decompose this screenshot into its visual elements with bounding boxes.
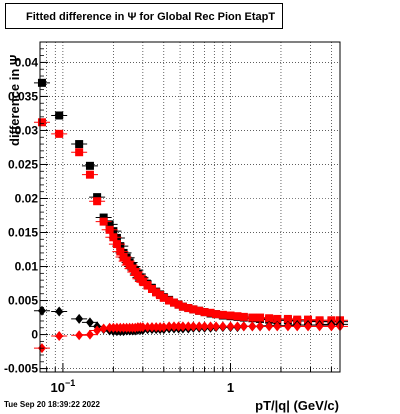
data-point-square: [116, 247, 125, 256]
y-tick-label: 0.02: [15, 191, 39, 205]
data-point-square: [122, 257, 131, 266]
y-tick-label: 0.03: [15, 123, 39, 137]
y-tick-label: 0.035: [8, 89, 38, 103]
data-point-square: [256, 313, 265, 322]
x-axis-label: pT/|q| (GeV/c): [255, 398, 339, 413]
data-point-diamond: [315, 321, 324, 332]
y-tick-label: 0.025: [8, 157, 38, 171]
data-point-square: [273, 314, 282, 323]
data-point-diamond: [75, 313, 84, 324]
data-point-square: [85, 170, 94, 179]
data-marks: [33, 78, 348, 354]
data-point-square: [304, 315, 313, 324]
grid-lines: [40, 42, 340, 372]
data-point-square: [206, 308, 215, 317]
data-point-square: [109, 233, 118, 242]
data-point-diamond: [75, 330, 84, 341]
data-point-diamond: [327, 321, 336, 332]
data-point-square: [226, 311, 235, 320]
data-point-square: [195, 306, 204, 315]
plot-frame: [39, 41, 341, 373]
data-point-square: [218, 310, 227, 319]
data-point-square: [178, 302, 187, 311]
data-point-square: [239, 312, 248, 321]
y-tick-label: 0.04: [15, 55, 39, 69]
data-point-square: [105, 225, 114, 234]
data-point-diamond: [99, 323, 108, 334]
data-point-diamond: [256, 321, 265, 332]
data-point-square: [184, 304, 193, 313]
data-point-square: [265, 314, 274, 323]
data-point-square: [37, 118, 46, 127]
data-point-square: [55, 129, 64, 138]
data-point-square: [212, 310, 221, 319]
x-tick-label: 10−1: [51, 378, 76, 395]
data-point-diamond: [265, 321, 274, 332]
data-point-square: [143, 281, 152, 290]
data-point-square: [112, 240, 121, 249]
data-point-diamond: [159, 322, 168, 333]
data-point-square: [99, 217, 108, 226]
data-point-square: [138, 277, 147, 286]
data-point-square: [93, 197, 102, 206]
data-point-square: [75, 140, 84, 149]
y-tick-label: 0.01: [15, 260, 39, 274]
data-point-diamond: [85, 317, 94, 328]
data-point-square: [293, 315, 302, 324]
data-point-diamond: [273, 321, 282, 332]
data-point-square: [147, 284, 156, 293]
x-tick-label: 1: [227, 380, 234, 395]
y-tick-label: 0.005: [8, 294, 38, 308]
data-point-diamond: [239, 321, 248, 332]
timestamp: Tue Sep 20 18:39:22 2022: [4, 400, 100, 409]
data-point-diamond: [85, 329, 94, 340]
data-point-square: [189, 305, 198, 314]
data-point-square: [75, 148, 84, 157]
data-point-square: [55, 111, 64, 120]
data-point-diamond: [55, 306, 64, 317]
axis-ticks: -0.005 0 0.005 0.01 0.015 0.02 0.025 0.03 0.035 0…: [4, 48, 332, 395]
data-point-diamond: [55, 330, 64, 341]
data-point-diamond: [304, 321, 313, 332]
data-point-square: [105, 220, 114, 229]
data-point-square: [85, 161, 94, 170]
data-point-square: [119, 253, 128, 262]
data-point-square: [99, 213, 108, 222]
data-point-square: [174, 300, 183, 309]
data-point-diamond: [293, 321, 302, 332]
data-point-square: [169, 298, 178, 307]
y-tick-label: 0: [31, 328, 38, 342]
data-point-square: [93, 193, 102, 202]
y-tick-label: -0.005: [4, 362, 38, 376]
data-point-square: [159, 293, 168, 302]
data-point-square: [283, 314, 292, 323]
y-tick-label: 0.015: [8, 226, 38, 240]
data-point-square: [200, 308, 209, 317]
data-point-diamond: [283, 321, 292, 332]
data-point-square: [233, 312, 242, 321]
chart-title: Fitted difference in Ψ for Global Rec Pi…: [5, 3, 283, 29]
y-axis-label: difference in Ψ: [7, 55, 22, 146]
data-point-square: [165, 296, 174, 305]
